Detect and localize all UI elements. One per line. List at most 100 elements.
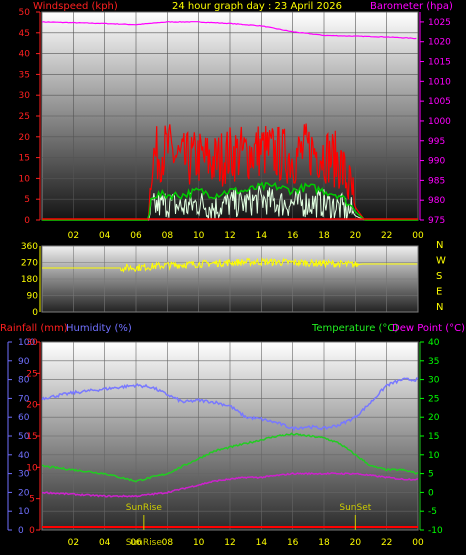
humidity-tick-label: 40 bbox=[18, 451, 30, 461]
wind-x-tick-label: 02 bbox=[68, 231, 79, 241]
series-line-barometer bbox=[41, 20, 417, 40]
baro-tick-label: 1020 bbox=[428, 38, 451, 48]
wind-x-tick-label: 04 bbox=[99, 231, 111, 241]
temp-tick-label: 35 bbox=[428, 357, 439, 367]
humidity-tick-label: 0 bbox=[18, 526, 24, 536]
windspeed-tick-label: 5 bbox=[24, 195, 30, 205]
windspeed-tick-label: 20 bbox=[19, 133, 31, 143]
temp-tick-label: 0 bbox=[428, 488, 434, 498]
series-line-dewpoint bbox=[41, 471, 419, 498]
rain-tick-label: 5 bbox=[29, 495, 35, 505]
wind-left-axis: 0 5 10 15 20 25 30 35 40 45 50 bbox=[19, 8, 41, 226]
temp-axis: -10 -5 0 5 10 15 20 25 30 35 40 bbox=[420, 338, 443, 536]
temp-tick-label: 15 bbox=[428, 432, 439, 442]
compass-label: W bbox=[436, 256, 446, 267]
wind-x-tick-label: 00 bbox=[412, 231, 424, 241]
wind-x-tick-label: 20 bbox=[350, 231, 362, 241]
temp-tick-label: 10 bbox=[428, 451, 440, 461]
rain-tick-label: 25 bbox=[26, 369, 37, 379]
humidity-tick-label: 10 bbox=[18, 507, 30, 517]
baro-tick-label: 985 bbox=[428, 176, 445, 186]
wind-x-tick-label: 10 bbox=[193, 231, 205, 241]
baro-tick-label: 995 bbox=[428, 137, 445, 147]
rain-tick-label: 0 bbox=[29, 526, 35, 536]
rain-tick-label: 15 bbox=[26, 432, 37, 442]
temp-x-tick-label: 08 bbox=[162, 538, 174, 548]
temperature-axis-title: Temperature (°C) bbox=[311, 323, 398, 334]
rain-tick-label: 20 bbox=[26, 401, 38, 411]
humidity-axis-title: Humidity (%) bbox=[66, 323, 132, 334]
compass-label: N bbox=[436, 240, 443, 251]
temp-x-tick-label: 04 bbox=[99, 538, 111, 548]
windspeed-tick-label: 40 bbox=[19, 50, 31, 60]
temp-tick-label: 25 bbox=[428, 394, 439, 404]
direction-tick-label: 270 bbox=[21, 259, 38, 269]
direction-series-group bbox=[42, 257, 418, 273]
humidity-tick-label: 80 bbox=[18, 376, 30, 386]
temp-tick-label: -10 bbox=[428, 526, 443, 536]
direction-tick-label: 180 bbox=[21, 275, 38, 285]
wind-x-tick-label: 16 bbox=[287, 231, 299, 241]
dewpoint-axis-title: Dew Point (°C) bbox=[392, 323, 465, 334]
temp-tick-label: 20 bbox=[428, 413, 440, 423]
temp-x-tick-label: 10 bbox=[193, 538, 205, 548]
humidity-tick-label: 100 bbox=[18, 338, 35, 348]
temp-x-tick-label: 02 bbox=[68, 538, 79, 548]
wind-x-tick-label: 14 bbox=[256, 231, 268, 241]
wind-x-tick-label: 12 bbox=[224, 231, 235, 241]
direction-tick-label: 0 bbox=[32, 308, 38, 318]
temp-x-tick-label: 18 bbox=[318, 538, 330, 548]
wind-grid bbox=[42, 11, 419, 221]
direction-left-axis: 0 90 180 270 360 bbox=[21, 242, 41, 318]
sunrise-axis-label: SunRise bbox=[126, 538, 163, 548]
wind-x-tick-label: 06 bbox=[130, 231, 142, 241]
windspeed-tick-label: 35 bbox=[19, 70, 30, 80]
windspeed-tick-label: 45 bbox=[19, 29, 30, 39]
wind-x-tick-label: 22 bbox=[381, 231, 392, 241]
humidity-tick-label: 90 bbox=[18, 357, 30, 367]
series-line-wind-direction bbox=[42, 257, 418, 273]
graph-title: 24 hour graph day : 23 April 2026 bbox=[172, 1, 342, 12]
temp-tick-label: 30 bbox=[428, 376, 440, 386]
windspeed-tick-label: 0 bbox=[24, 216, 30, 226]
baro-tick-label: 975 bbox=[428, 216, 445, 226]
rain-tick-label: 30 bbox=[26, 338, 38, 348]
wind-x-tick-label: 18 bbox=[318, 231, 330, 241]
temp-x-tick-label: 14 bbox=[256, 538, 268, 548]
temp-x-tick-label: 20 bbox=[350, 538, 362, 548]
direction-tick-label: 90 bbox=[27, 292, 39, 302]
baro-tick-label: 980 bbox=[428, 196, 445, 206]
baro-right-axis: 975 980 985 990 995 1000 1005 1010 1015 1020 1025 bbox=[419, 12, 451, 226]
baro-tick-label: 1000 bbox=[428, 117, 451, 127]
direction-tick-label: 360 bbox=[21, 242, 38, 252]
temp-tick-label: -5 bbox=[428, 507, 437, 517]
humidity-tick-label: 50 bbox=[18, 432, 30, 442]
wind-series-group bbox=[41, 20, 418, 221]
series-line-wind-average bbox=[42, 181, 418, 221]
humidity-tick-label: 70 bbox=[18, 394, 30, 404]
sunset-label: SunSet bbox=[339, 503, 371, 513]
temp-x-tick-label: 00 bbox=[412, 538, 424, 548]
windspeed-axis-title: Windspeed (kph) bbox=[33, 1, 118, 12]
humidity-tick-label: 60 bbox=[18, 413, 30, 423]
temp-x-tick-label: 22 bbox=[381, 538, 392, 548]
sun-markers: SunRise SunSet SunRise bbox=[126, 503, 372, 548]
compass-label: S bbox=[436, 271, 442, 282]
temp-x-tick-label: 16 bbox=[287, 538, 299, 548]
temp-x-tick-label: 12 bbox=[224, 538, 235, 548]
baro-tick-label: 1025 bbox=[428, 18, 451, 28]
windspeed-tick-label: 25 bbox=[19, 112, 30, 122]
windspeed-tick-label: 15 bbox=[19, 154, 30, 164]
windspeed-tick-label: 50 bbox=[19, 8, 31, 18]
temp-tick-label: 5 bbox=[428, 470, 434, 480]
windspeed-tick-label: 10 bbox=[19, 174, 31, 184]
humidity-tick-label: 30 bbox=[18, 470, 30, 480]
temp-x-tick-label: 06 bbox=[130, 538, 142, 548]
wind-x-tick-label: 08 bbox=[162, 231, 174, 241]
series-line-temperature bbox=[42, 432, 419, 483]
